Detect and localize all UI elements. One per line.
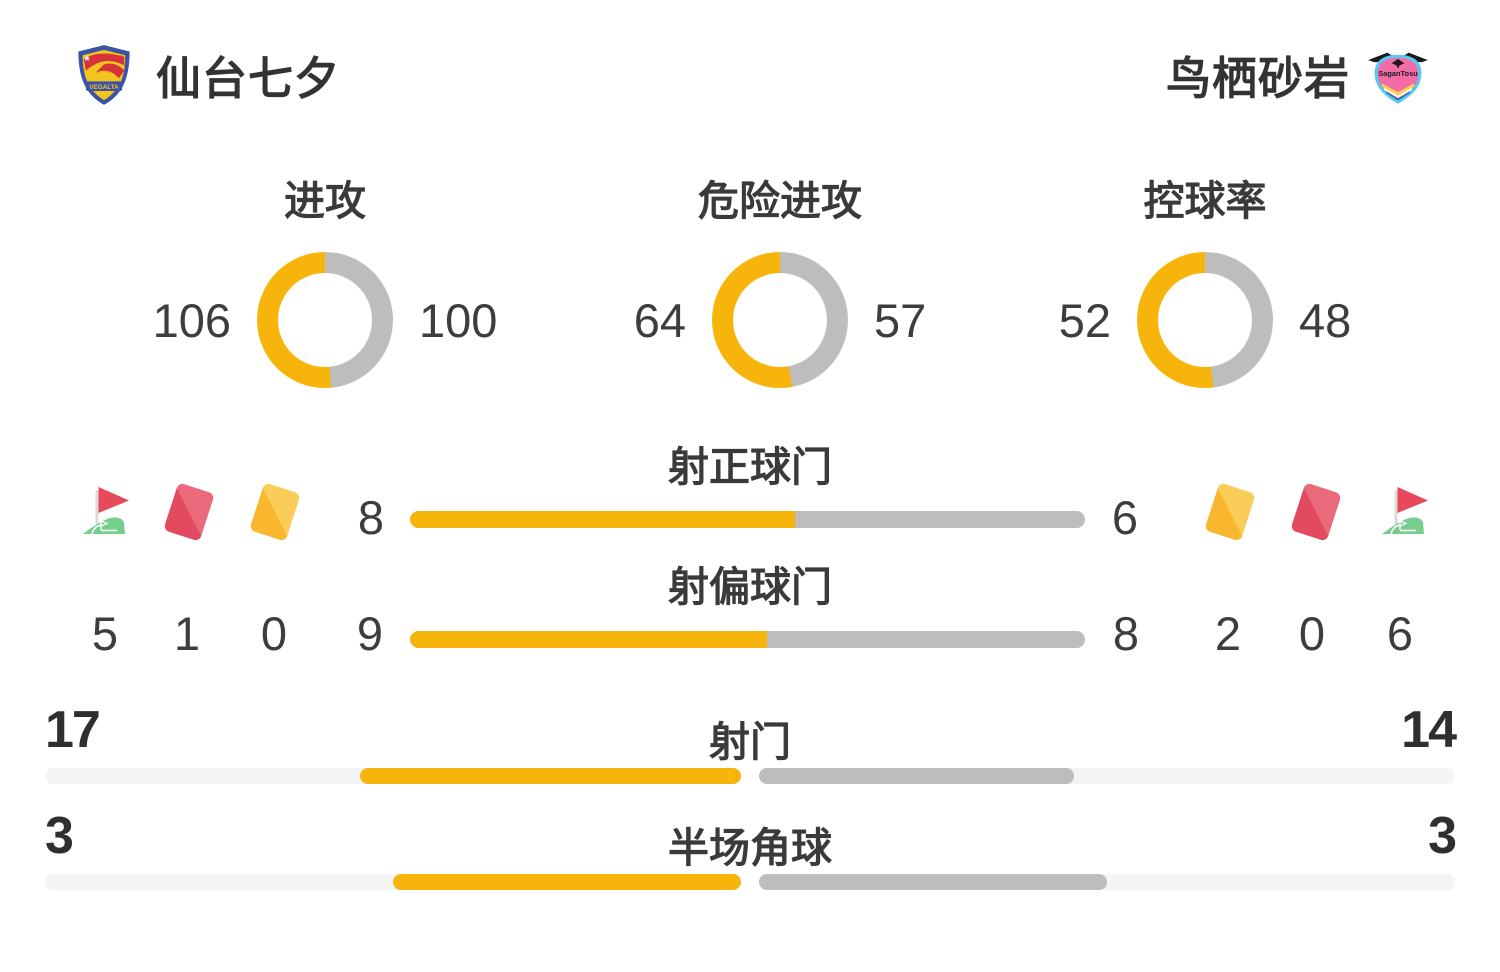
away-corner-flag-box: [1372, 480, 1432, 544]
shots-off-target-home-value: 9: [356, 607, 384, 660]
attacks-donut-group: 进攻 106 100: [100, 176, 550, 388]
total-shots-home-value: 17: [45, 701, 101, 759]
total-shots-row: 17 射门 14: [45, 700, 1457, 792]
away-logo-text: SaganTosu: [1378, 69, 1418, 78]
attacks-away-value: 100: [419, 293, 498, 347]
home-logo-text: VEGALTA: [89, 83, 119, 90]
away-bar-track: [759, 874, 1455, 890]
possession-donut-chart: [1137, 252, 1273, 388]
shots-on-target-bar: [410, 511, 1085, 528]
away-bar-track: [759, 768, 1455, 784]
possession-title: 控球率: [1143, 178, 1267, 224]
home-corner-flag-box: [73, 480, 133, 544]
donut-hole: [1158, 273, 1252, 367]
home-yellow-cards-value: 0: [260, 607, 288, 660]
shots-off-target-away-value: 8: [1112, 607, 1140, 660]
attacks-donut-chart: [257, 252, 393, 388]
home-team-header: VEGALTA 仙台七夕: [72, 42, 340, 107]
shots-off-target-bar: [410, 631, 1085, 648]
possession-away-value: 48: [1299, 293, 1352, 347]
home-bar-track: [45, 874, 741, 890]
away-team-header: 鸟栖砂岩 SaganTosu: [1166, 42, 1430, 107]
shots-on-target-title: 射正球门: [668, 444, 832, 490]
shots-on-target-away-value: 6: [1111, 491, 1139, 544]
halftime-corners-row: 3 半场角球 3: [45, 806, 1457, 898]
away-team-name: 鸟栖砂岩: [1165, 53, 1350, 104]
donut-hole: [278, 273, 372, 367]
away-bar-fill: [759, 874, 1107, 890]
dangerous-attacks-donut-group: 危险进攻 64 57: [555, 176, 1005, 388]
attacks-home-value: 106: [152, 293, 231, 347]
home-discipline-icons: [73, 480, 305, 544]
corner-flag-icon: [83, 487, 129, 535]
home-red-cards-value: 1: [173, 607, 201, 660]
home-corners-value: 5: [91, 607, 119, 660]
attacks-title: 进攻: [284, 178, 366, 224]
halftime-corners-home-value: 3: [45, 807, 74, 865]
dangerous-attacks-donut-chart: [712, 252, 848, 388]
corner-flag-icon: [1382, 487, 1428, 535]
shots-off-target-title: 射偏球门: [668, 564, 832, 610]
dangerous-attacks-title: 危险进攻: [698, 178, 862, 224]
possession-home-value: 52: [1058, 293, 1111, 347]
away-yellow-cards-value: 2: [1214, 607, 1242, 660]
away-corners-value: 6: [1386, 607, 1414, 660]
total-shots-title: 射门: [709, 719, 791, 765]
shots-on-target-home-value: 8: [357, 491, 385, 544]
total-shots-bar: [45, 768, 1455, 784]
halftime-corners-away-value: 3: [1428, 807, 1457, 865]
total-shots-away-value: 14: [1401, 701, 1457, 759]
away-discipline-icons: [1200, 480, 1432, 544]
possession-donut-group: 控球率 52 48: [980, 176, 1430, 388]
away-bar-fill: [759, 768, 1074, 784]
home-team-name: 仙台七夕: [156, 53, 341, 104]
shots-off-target-home-fill: [410, 631, 768, 648]
home-bar-track: [45, 768, 741, 784]
donut-hole: [733, 273, 827, 367]
home-team-logo-icon: VEGALTA: [78, 44, 130, 105]
halftime-corners-bar: [45, 874, 1455, 890]
dangerous-attacks-home-value: 64: [633, 293, 686, 347]
dangerous-attacks-away-value: 57: [874, 293, 927, 347]
away-team-logo-icon: SaganTosu: [1368, 52, 1428, 104]
home-bar-fill: [359, 768, 741, 784]
away-red-cards-value: 0: [1298, 607, 1326, 660]
home-bar-fill: [393, 874, 741, 890]
halftime-corners-title: 半场角球: [668, 825, 832, 871]
shots-on-target-home-fill: [410, 511, 796, 528]
